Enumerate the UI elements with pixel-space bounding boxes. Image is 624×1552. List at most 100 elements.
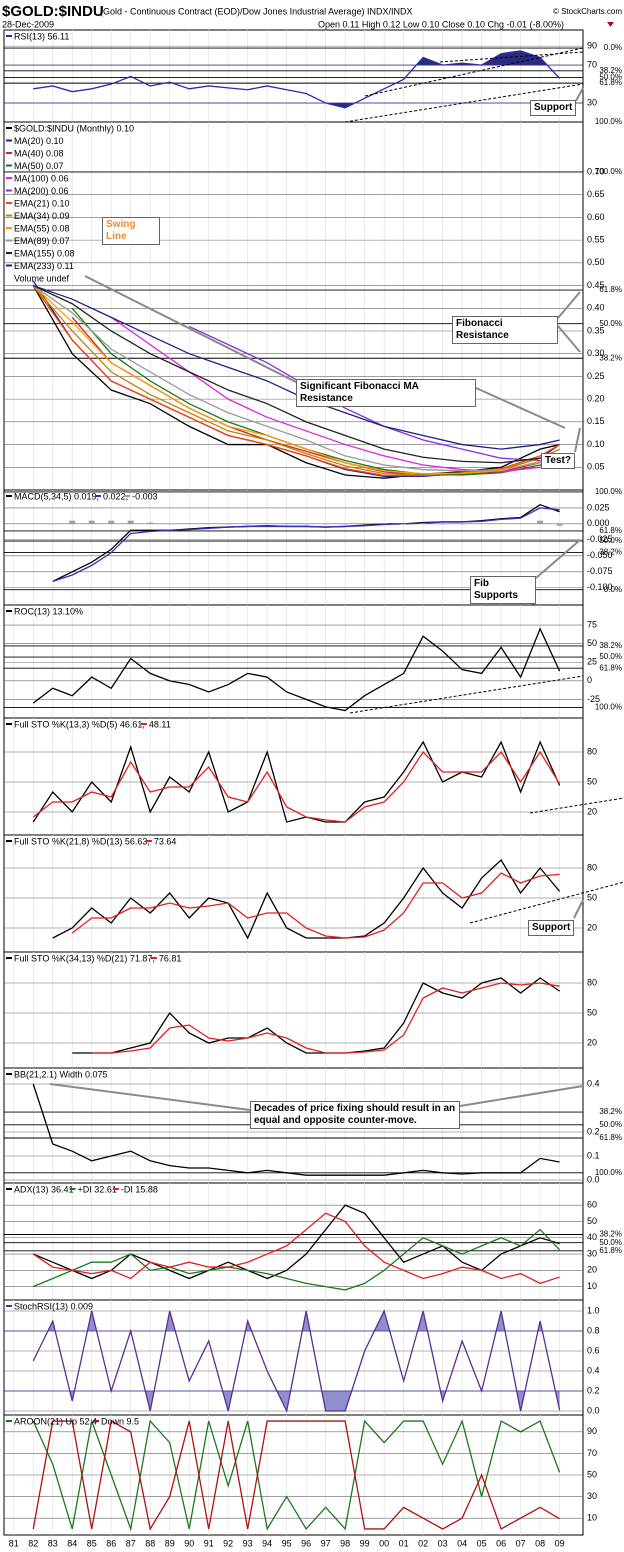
y-tick-label: 0.40 (587, 303, 605, 313)
annotation-arrow (574, 427, 581, 453)
legend-swatch (145, 840, 152, 842)
histogram-bar (517, 523, 524, 524)
y-tick-label: 0.35 (587, 325, 605, 335)
y-tick-label: -0.075 (587, 566, 613, 576)
series-line (32, 1418, 561, 1532)
annotation: Test? (541, 453, 575, 469)
legend-entry: MA(40) 0.08 (14, 148, 64, 158)
legend-entry: 73.64 (154, 836, 177, 846)
y-tick-label: 30 (587, 1248, 597, 1258)
plot (32, 1204, 561, 1291)
y-tick-label: 0.60 (587, 212, 605, 222)
legend-note: Volume undef (14, 273, 70, 283)
y-tick-label: -0.050 (587, 550, 613, 560)
legend-swatch (6, 1188, 12, 1190)
annotation-box: Fib Supports (470, 576, 536, 604)
legend-swatch (6, 1420, 12, 1422)
panel-frame (3, 121, 584, 491)
series-line (32, 284, 560, 464)
date: 28-Dec-2009 (2, 19, 54, 29)
y-tick-label: 0.10 (587, 439, 605, 449)
legend-swatch (93, 1420, 100, 1422)
x-tick-label: 08 (535, 1538, 545, 1548)
y-tick-label: 0.15 (587, 416, 605, 426)
fib-label: 100.0% (595, 703, 622, 712)
y-tick-label: 40 (587, 1232, 597, 1242)
legend-entry: +DI 32.61 (78, 1184, 117, 1194)
symbol: $GOLD:$INDU (2, 3, 104, 20)
y-tick-label: 0.4 (587, 1078, 600, 1088)
series-line (32, 750, 561, 823)
legend-entry: StochRSI(13) 0.009 (14, 1301, 93, 1311)
legend-swatch (6, 723, 12, 725)
fib-label: 50.0% (599, 652, 622, 661)
x-tick-label: 04 (457, 1538, 467, 1548)
series-line (32, 1204, 560, 1280)
legend-entry: EMA(21) 0.10 (14, 198, 70, 208)
series-line (32, 1420, 560, 1531)
histogram-bar (381, 523, 388, 524)
fib-label: 100.0% (595, 1168, 622, 1177)
threshold-fill (416, 50, 548, 66)
annotation-arrow (557, 325, 581, 353)
y-tick-label: 0.20 (587, 394, 605, 404)
legend-entry: EMA(155) 0.08 (14, 248, 75, 258)
fib-label: 61.8% (599, 663, 622, 672)
y-tick-label: -0.100 (587, 582, 613, 592)
y-tick-label: 80 (587, 746, 597, 756)
series-line (71, 307, 560, 476)
plot (32, 280, 560, 479)
trend-line (364, 47, 584, 97)
x-tick-label: 99 (360, 1538, 370, 1548)
plot (32, 740, 561, 823)
y-tick-label: 70 (587, 1448, 597, 1458)
y-tick-label: 0 (587, 675, 592, 685)
x-tick-label: 96 (301, 1538, 311, 1548)
y-tick-label: 0.0 (587, 1174, 600, 1184)
y-tick-label: 1.0 (587, 1305, 600, 1315)
y-tick-label: 0.55 (587, 234, 605, 244)
legend-entry: EMA(55) 0.08 (14, 223, 70, 233)
fib-label: 38.2% (599, 548, 622, 557)
fib-label: 50.0% (599, 73, 622, 82)
y-tick-label: 70 (587, 59, 597, 69)
x-tick-label: 90 (184, 1538, 194, 1548)
y-tick-label: 20 (587, 1265, 597, 1275)
annotation: Fibonacci Resistance (452, 316, 558, 344)
histogram-bar (205, 523, 212, 524)
series-line (52, 507, 560, 582)
y-tick-label: 50 (587, 892, 597, 902)
legend-swatch (6, 957, 12, 959)
legend-entry: $GOLD:$INDU (Monthly) 0.10 (14, 123, 134, 133)
legend-swatch (6, 35, 12, 37)
legend-swatch (6, 189, 12, 192)
histogram-bar (459, 523, 466, 525)
x-tick-label: 01 (399, 1538, 409, 1548)
histogram-bar (322, 523, 329, 525)
y-tick-label: 50 (587, 1469, 597, 1479)
y-tick-label: 0.70 (587, 166, 605, 176)
fib-label: 38.2% (599, 1107, 622, 1116)
legend-entry: ROC(13) 13.10% (14, 606, 83, 616)
panel-frame (3, 717, 584, 836)
legend-swatch (6, 610, 12, 612)
panel-frame (3, 834, 584, 953)
x-tick-label: 02 (418, 1538, 428, 1548)
annotation: Swing Line (102, 217, 160, 245)
x-tick-label: 85 (87, 1538, 97, 1548)
series-line (52, 858, 561, 940)
series-line (32, 1228, 561, 1291)
annotation-box: Significant Fibonacci MA Resistance (296, 379, 476, 407)
plot (32, 1418, 561, 1532)
fib-label: 38.2% (599, 66, 622, 75)
legend-entry: BB(21,2.1) Width 0.075 (14, 1069, 108, 1079)
legend-entry: MA(20) 0.10 (14, 136, 64, 146)
y-tick-label: 0.05 (587, 462, 605, 472)
annotation-box: Decades of price fixing should result in… (250, 1101, 460, 1129)
y-tick-label: 0.25 (587, 371, 605, 381)
x-tick-label: 97 (321, 1538, 331, 1548)
annotation-arrow (573, 899, 584, 919)
panel-frame (3, 604, 584, 719)
